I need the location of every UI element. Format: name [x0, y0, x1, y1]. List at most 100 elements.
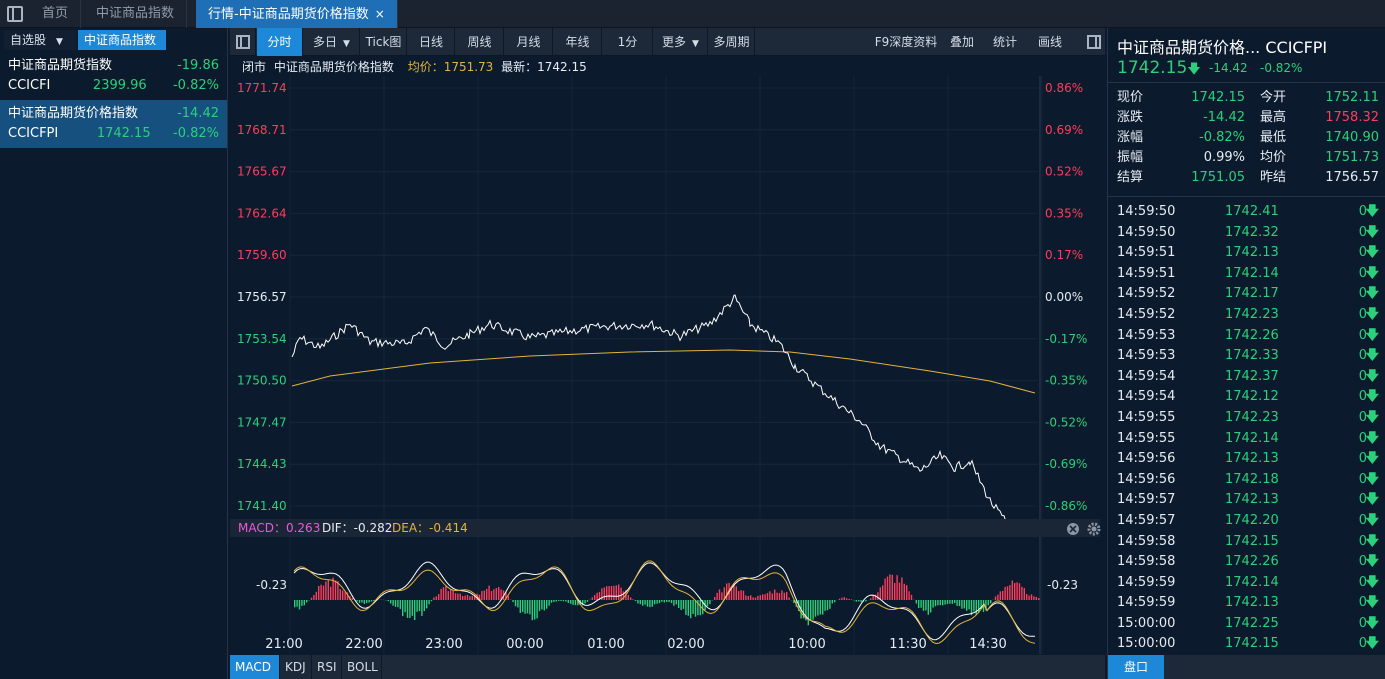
macd-bar [608, 586, 610, 600]
chevron-down-icon: ▼ [692, 39, 699, 49]
period-tick-button[interactable]: Tick图 [361, 28, 407, 56]
macd-bar [442, 587, 445, 600]
tick-price: 1742.20 [1225, 512, 1279, 528]
stats-button[interactable]: 统计 [987, 28, 1023, 56]
macd-bar [752, 597, 754, 600]
macd-bar [932, 600, 934, 608]
period-week-button[interactable]: 周线 [456, 28, 504, 56]
tab-quote-active[interactable]: 行情-中证商品期货价格指数 × [196, 0, 398, 28]
macd-bar [306, 600, 308, 603]
tab-kdj-label: KDJ [285, 660, 306, 674]
arrow-down-icon: 🡇 [1365, 430, 1379, 446]
macd-bar [762, 594, 764, 600]
tab-cc-index[interactable]: 中证商品指数 [84, 0, 188, 28]
macd-bar [750, 595, 752, 600]
draw-line-button[interactable]: 画线 [1032, 28, 1068, 56]
period-month-button[interactable]: 月线 [505, 28, 553, 56]
tab-home[interactable]: 首页 [30, 0, 82, 28]
macd-bar [567, 600, 569, 603]
market-status: 闭市 [242, 60, 267, 74]
macd-bar [682, 600, 685, 609]
macd-bar [855, 600, 857, 602]
multi-period-button[interactable]: 多周期 [709, 28, 755, 56]
tick-price: 1742.25 [1225, 615, 1279, 631]
period-day-label: 日线 [418, 35, 443, 49]
macd-bar [332, 577, 334, 600]
macd-bar [522, 600, 524, 612]
right-panel-toggle-button[interactable] [1077, 28, 1105, 56]
macd-bar [838, 598, 841, 600]
tab-macd[interactable]: MACD [230, 655, 280, 679]
macd-bar [639, 600, 641, 605]
period-intraday-button[interactable]: 分时 [257, 28, 303, 56]
macd-bar [754, 597, 757, 600]
macd-bar [390, 600, 392, 604]
macd-bar [793, 600, 795, 604]
macd-bar [699, 600, 701, 616]
sidebar-toggle-icon[interactable] [0, 0, 30, 28]
macd-bar [301, 600, 303, 606]
arrow-down-icon: 🡇 [1365, 595, 1379, 611]
macd-bar [445, 586, 447, 600]
arrow-down-icon: 🡇 [1365, 636, 1379, 652]
macd-bar [481, 591, 483, 600]
macd-bar [548, 600, 550, 606]
macd-bar [776, 592, 778, 600]
tick-volume: 0 [1358, 595, 1367, 611]
arrow-down-icon: 🡇 [1365, 327, 1379, 343]
period-multiday-button[interactable]: 多日 ▼ [304, 28, 360, 56]
tick-row: 14:59:50 1742.32 0 🡇 [1117, 223, 1379, 244]
percent-axis-right: 0.86% 0.69% 0.52% 0.35% 0.17% 0.00% -0.17% -0.3… [1045, 81, 1087, 513]
tab-boll[interactable]: BOLL [342, 655, 382, 679]
period-more-button[interactable]: 更多 ▼ [654, 28, 708, 56]
macd-bar [298, 600, 301, 610]
tab-kdj[interactable]: KDJ [280, 655, 312, 679]
macd-bar [894, 582, 896, 600]
intraday-chart[interactable]: 1771.74 1768.71 1765.67 1762.64 1759.60 1756.… [230, 76, 1105, 655]
tick-price: 1742.15 [1225, 533, 1279, 549]
close-icon[interactable] [1067, 523, 1079, 535]
tick-row: 14:59:58 1742.15 0 🡇 [1117, 532, 1379, 553]
period-1min-button[interactable]: 1分 [603, 28, 653, 56]
macd-bar [687, 600, 689, 616]
macd-bar [723, 587, 725, 600]
watchlist-item-code: CCICFI [8, 78, 51, 93]
macd-bar [766, 592, 769, 600]
overlay-button[interactable]: 叠加 [944, 28, 980, 56]
avg-price-readout: 均价：1751.73 [407, 60, 494, 74]
period-day-button[interactable]: 日线 [408, 28, 455, 56]
watchlist-item-selected[interactable]: 中证商品期货价格指数 -14.42 CCICFPI 1742.15 -0.82% [0, 100, 227, 148]
price-tick-label: 1771.74 [237, 81, 287, 95]
tick-time: 14:59:58 [1117, 533, 1176, 549]
period-week-label: 周线 [467, 35, 492, 49]
tab-rsi[interactable]: RSI [312, 655, 342, 679]
quote-label: 涨跌 [1117, 110, 1144, 125]
gear-icon[interactable] [1087, 522, 1101, 536]
chart-panel: 分时 多日 ▼ Tick图 日线 周线 月线 年线 1分 更多 ▼ 多周期 F9深度… [230, 28, 1105, 679]
current-price-value: 1742.15 [1117, 58, 1188, 78]
panel-toggle-button[interactable] [230, 28, 256, 56]
tick-volume: 0 [1358, 204, 1367, 219]
macd-bar [680, 600, 682, 611]
tab-home-label: 首页 [42, 6, 69, 21]
macd-bar [529, 600, 531, 615]
percent-tick-label: -0.17% [1045, 332, 1087, 346]
macd-bar [951, 600, 953, 604]
watchlist-item[interactable]: 中证商品期货指数 -19.86 CCICFI 2399.96 -0.82% [0, 52, 227, 100]
quote-row: 结算 1751.05 昨结 1756.57 [1117, 168, 1379, 188]
watchlist-item-price: 2399.96 [92, 78, 147, 93]
tick-list[interactable]: 14:59:50 1742.41 0 🡇 14:59:50 1742.32 0 🡇 14:59:… [1117, 202, 1379, 655]
macd-bar [1006, 586, 1009, 600]
price-line [291, 294, 1036, 535]
order-book-tab[interactable]: 盘口 [1108, 655, 1164, 679]
tick-time: 15:00:00 [1117, 615, 1176, 631]
tab-cc-index-watchlist[interactable]: 中证商品指数 [78, 30, 166, 50]
macd-bar [392, 600, 394, 606]
macd-bar [925, 600, 927, 611]
tick-row: 14:59:57 1742.20 0 🡇 [1117, 511, 1379, 532]
f9-profile-button[interactable]: F9深度资料 [868, 28, 944, 56]
close-icon[interactable]: × [374, 7, 385, 21]
self-select-dropdown[interactable]: 自选股 ▼ [4, 30, 76, 50]
tick-price: 1742.23 [1225, 409, 1279, 425]
period-year-button[interactable]: 年线 [554, 28, 602, 56]
